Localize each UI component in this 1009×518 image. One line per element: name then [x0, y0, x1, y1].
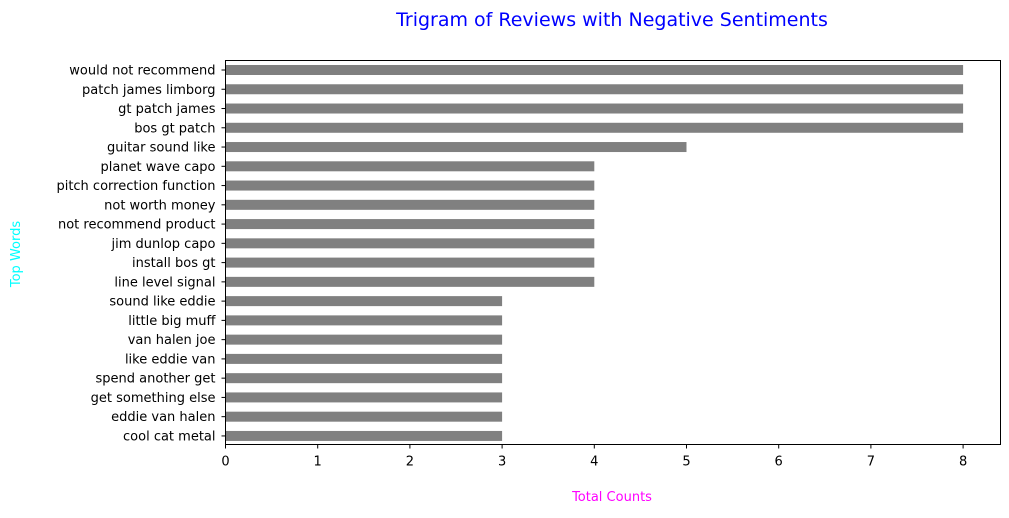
y-tick-label: gt patch james	[118, 102, 216, 117]
y-tick-label: guitar sound like	[107, 141, 216, 156]
bar	[225, 315, 503, 326]
bar	[225, 353, 503, 364]
bars-layer	[225, 65, 964, 441]
y-tick-label: van halen joe	[128, 333, 216, 348]
y-tick-label: pitch correction function	[56, 179, 215, 194]
x-axis-label: Total Counts	[571, 490, 652, 505]
y-tick-label: not worth money	[104, 198, 216, 213]
plot-frame	[225, 60, 1001, 445]
bar	[225, 180, 595, 191]
y-tick-label: install bos gt	[132, 256, 216, 271]
bar	[225, 238, 595, 249]
bar	[225, 122, 964, 133]
x-tick-label: 4	[590, 455, 598, 470]
bar	[225, 392, 503, 403]
x-tick-label: 5	[682, 455, 690, 470]
y-tick-label: cool cat metal	[123, 429, 215, 444]
chart-title: Trigram of Reviews with Negative Sentime…	[395, 9, 828, 31]
bar	[225, 199, 595, 210]
bar	[225, 161, 595, 172]
y-tick-label: line level signal	[114, 275, 215, 290]
bar	[225, 276, 595, 287]
x-tick-label: 8	[959, 455, 967, 470]
bar	[225, 296, 503, 307]
bar	[225, 103, 964, 114]
bar	[225, 373, 503, 384]
y-tick-label: not recommend product	[58, 218, 216, 233]
y-tick-label: bos gt patch	[134, 121, 215, 136]
y-tick-label: spend another get	[96, 372, 216, 387]
x-tick-label: 0	[221, 455, 229, 470]
bar	[225, 411, 503, 422]
bar	[225, 334, 503, 345]
y-axis-label: Top Words	[9, 221, 24, 288]
y-tick-label: patch james limborg	[82, 83, 215, 98]
y-tick-label: get something else	[91, 391, 216, 406]
x-tick-labels: 0 1 2 3 4 5 6 7 8	[221, 444, 967, 470]
bar	[225, 430, 503, 441]
x-tick-label: 7	[867, 455, 875, 470]
bar	[225, 142, 687, 153]
bar	[225, 219, 595, 230]
y-tick-label: planet wave capo	[100, 160, 215, 175]
y-tick-label: little big muff	[128, 314, 216, 329]
y-tick-label: jim dunlop capo	[110, 237, 215, 252]
y-tick-label: like eddie van	[125, 352, 216, 367]
x-tick-label: 3	[498, 455, 506, 470]
bar	[225, 257, 595, 268]
bar	[225, 65, 964, 75]
x-tick-label: 1	[314, 455, 322, 470]
y-tick-labels: would not recommend patch james limborg gt…	[56, 64, 226, 444]
y-tick-label: sound like eddie	[109, 295, 215, 310]
x-tick-label: 2	[406, 455, 414, 470]
y-tick-label: eddie van halen	[111, 410, 215, 425]
y-tick-label: would not recommend	[69, 64, 215, 79]
x-tick-label: 6	[775, 455, 783, 470]
bar	[225, 84, 964, 95]
